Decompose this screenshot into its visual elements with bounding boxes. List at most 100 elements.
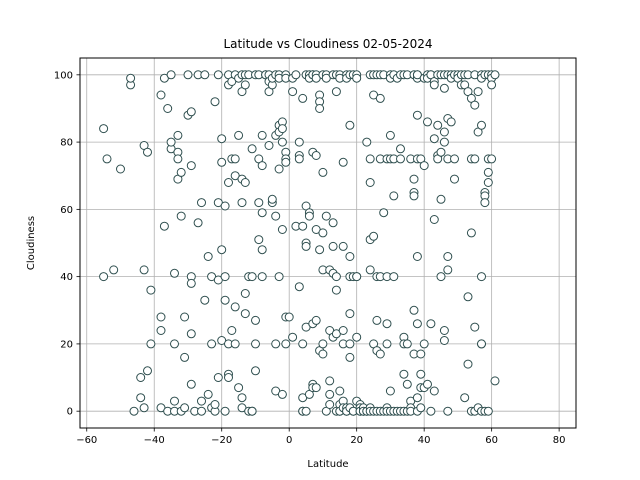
data-point: [416, 369, 426, 379]
data-point: [251, 339, 260, 349]
data-point: [352, 332, 362, 342]
data-point: [281, 339, 291, 349]
data-point: [439, 127, 449, 137]
data-points: [99, 70, 500, 416]
data-point: [200, 70, 210, 80]
data-point: [247, 406, 257, 416]
data-point: [220, 295, 230, 305]
data-point: [409, 191, 419, 201]
data-point: [311, 383, 321, 393]
data-point: [230, 339, 240, 349]
data-point: [166, 70, 176, 80]
data-point: [423, 379, 432, 389]
data-point: [318, 167, 328, 177]
data-point: [480, 198, 490, 208]
x-tick-label: −60: [76, 435, 97, 446]
data-point: [180, 312, 190, 322]
plot-frame: [79, 57, 577, 429]
data-point: [267, 194, 277, 204]
data-point: [271, 339, 281, 349]
data-point: [396, 144, 405, 154]
data-point: [237, 393, 247, 403]
data-point: [301, 406, 311, 416]
data-point: [311, 151, 321, 160]
data-point: [473, 87, 483, 97]
data-point: [304, 211, 314, 221]
data-point: [318, 339, 328, 349]
data-point: [439, 83, 449, 93]
data-point: [385, 386, 395, 396]
data-point: [217, 157, 227, 167]
data-point: [372, 315, 382, 325]
data-point: [311, 315, 321, 325]
data-point: [446, 117, 456, 127]
data-point: [470, 322, 480, 332]
data-point: [203, 252, 213, 261]
data-point: [423, 117, 432, 127]
data-point: [230, 302, 240, 312]
data-point: [436, 147, 446, 157]
data-point: [294, 282, 304, 292]
data-point: [197, 198, 206, 208]
data-point: [143, 366, 152, 376]
data-point: [416, 349, 426, 359]
data-point: [318, 228, 328, 238]
data-point: [156, 312, 166, 322]
data-point: [402, 379, 412, 389]
data-point: [230, 154, 240, 164]
y-tick-label: 20: [60, 339, 73, 350]
data-point: [443, 265, 453, 275]
data-point: [257, 272, 267, 282]
data-point: [443, 252, 453, 261]
data-point: [109, 265, 119, 275]
data-point: [277, 225, 287, 234]
data-point: [298, 221, 308, 231]
data-point: [389, 272, 399, 282]
x-axis-title: Latitude: [307, 459, 348, 470]
data-point: [240, 289, 250, 298]
x-tick-label: −20: [211, 435, 232, 446]
data-point: [399, 369, 409, 379]
data-point: [345, 309, 355, 319]
data-point: [409, 305, 419, 315]
data-point: [419, 161, 429, 171]
data-point: [352, 272, 362, 282]
data-point: [217, 245, 227, 255]
data-point: [156, 90, 166, 100]
data-point: [470, 100, 480, 110]
x-tick-label: 60: [485, 435, 498, 446]
data-point: [166, 137, 176, 147]
data-point: [116, 164, 125, 174]
data-point: [433, 120, 443, 130]
data-point: [429, 134, 439, 144]
data-point: [146, 339, 156, 349]
data-point: [365, 154, 375, 164]
y-tick-label: 100: [54, 70, 73, 81]
data-point: [257, 245, 267, 255]
data-point: [220, 272, 230, 282]
data-point: [335, 386, 345, 396]
data-point: [156, 326, 166, 335]
data-point: [274, 272, 284, 282]
data-point: [382, 339, 392, 349]
data-point: [385, 130, 395, 140]
data-point: [389, 191, 399, 201]
data-point: [318, 349, 328, 359]
data-point: [382, 319, 392, 329]
data-point: [369, 231, 379, 241]
data-point: [412, 393, 422, 403]
data-point: [180, 352, 190, 362]
data-point: [315, 245, 325, 255]
data-point: [227, 326, 237, 335]
data-point: [426, 406, 436, 416]
data-point: [362, 137, 372, 147]
data-point: [170, 268, 179, 278]
data-point: [412, 110, 422, 120]
data-point: [402, 339, 412, 349]
data-point: [176, 211, 186, 221]
data-point: [466, 228, 476, 238]
x-tick-label: 40: [418, 435, 431, 446]
data-point: [143, 147, 152, 157]
y-tick-label: 60: [60, 205, 73, 216]
data-point: [483, 406, 493, 416]
